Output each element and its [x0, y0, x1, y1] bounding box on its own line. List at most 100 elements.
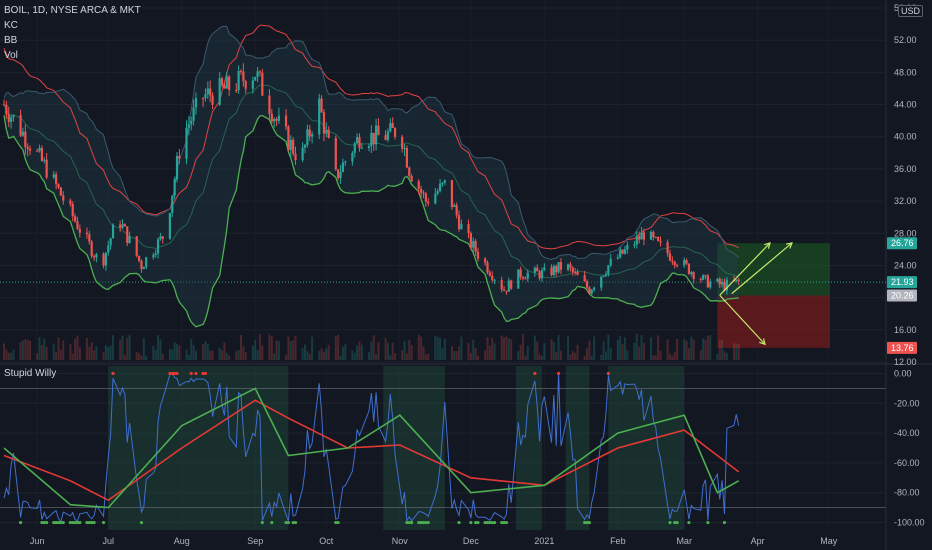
oversold-dot	[270, 520, 274, 525]
volume-bar	[356, 345, 359, 360]
candle-body	[500, 279, 503, 290]
candle-body	[609, 258, 612, 266]
volume-bar	[583, 355, 586, 360]
volume-bar	[240, 334, 242, 360]
currency-badge[interactable]: USD	[898, 5, 924, 17]
volume-bar	[517, 350, 520, 360]
volume-bar	[119, 339, 122, 360]
volume-bar	[633, 342, 636, 360]
candle-body	[270, 113, 273, 122]
symbol-title[interactable]: BOIL, 1D, NYSE ARCA & MKT	[4, 5, 141, 16]
candles[interactable]	[2, 63, 740, 295]
volume-bar	[737, 343, 740, 360]
volume-bar	[654, 355, 657, 360]
volume-bar	[303, 344, 306, 360]
arrow-up-2	[731, 242, 793, 295]
price-axis[interactable]: 56.0052.0048.0044.0040.0036.0032.0028.00…	[894, 3, 925, 528]
overbought-dot	[170, 371, 174, 376]
volume-bar	[277, 341, 280, 360]
candle-body	[71, 203, 74, 217]
candle-body	[327, 129, 330, 138]
volume-bar	[225, 352, 228, 360]
oversold-dot	[71, 520, 75, 525]
osc-tick-label: 0.00	[894, 368, 912, 378]
oversold-dot	[419, 520, 423, 525]
volume-bar	[484, 350, 487, 360]
oversold-dot	[90, 520, 94, 525]
candle-body	[228, 76, 231, 90]
candle-body	[690, 272, 693, 275]
oversold-dot	[101, 520, 106, 525]
oversold-dot	[673, 520, 677, 525]
volume-bar	[559, 350, 562, 360]
price-tick-label: 16.00	[894, 325, 917, 335]
candle-body	[126, 226, 129, 243]
oversold-dot	[18, 520, 23, 525]
oversold-dot	[85, 520, 89, 525]
candle-body	[69, 200, 72, 204]
candle-body	[161, 236, 164, 239]
candle-body	[588, 287, 591, 294]
candle-body	[638, 236, 641, 240]
volume-bar	[469, 352, 472, 360]
volume-bar	[403, 340, 406, 360]
candle-body	[384, 135, 387, 140]
volume-bar	[543, 343, 546, 360]
candle-body	[699, 279, 702, 281]
volume-bar	[154, 349, 157, 360]
candle-body	[510, 280, 513, 289]
volume-bar	[604, 351, 607, 360]
price-tick-label: 36.00	[894, 164, 917, 174]
oversold-dot	[75, 520, 80, 525]
volume-bar	[185, 349, 188, 360]
volume-bar	[550, 339, 553, 360]
candle-body	[268, 95, 271, 114]
candle-body	[557, 262, 560, 273]
candle-body	[735, 279, 738, 282]
volume-bar	[450, 345, 453, 360]
price-marker-badge	[887, 341, 917, 354]
candle-body	[311, 134, 314, 137]
candle-body	[92, 256, 96, 258]
osc-tick-label: -60.00	[894, 458, 920, 468]
time-tick-label: Dec	[463, 536, 480, 546]
legend-bb[interactable]: BB	[4, 35, 18, 46]
candle-body	[339, 172, 342, 179]
price-tick-label: 24.00	[894, 260, 917, 270]
volume-bar	[709, 334, 712, 360]
candle-body	[457, 215, 461, 230]
volume-bar	[405, 353, 408, 360]
candle-body	[401, 136, 404, 149]
volume-bar	[339, 355, 342, 360]
volume-bar	[721, 339, 724, 360]
volume-bar	[616, 340, 619, 360]
volume-bar	[192, 345, 195, 360]
volume-bar	[107, 346, 110, 360]
volume-bar	[237, 350, 240, 360]
legend-kc[interactable]: KC	[4, 20, 18, 31]
candle-body	[10, 117, 13, 122]
volume-bar	[443, 338, 446, 360]
legend-vol[interactable]: Vol	[4, 50, 18, 61]
time-tick-label: Mar	[676, 536, 692, 546]
time-axis[interactable]: Jun Jul Aug Sep Oct Nov Dec 2021 Feb Mar Apr May	[30, 536, 838, 546]
oversold-dot	[492, 520, 497, 525]
volume-bar	[209, 350, 212, 360]
candle-body	[85, 232, 89, 235]
volume-bar	[294, 335, 297, 360]
volume-bar	[652, 355, 655, 360]
volume-bar	[401, 350, 404, 360]
indicator-title[interactable]: Stupid Willy	[4, 368, 57, 379]
candle-body	[59, 187, 62, 196]
volume-bar	[62, 340, 65, 360]
candle-body	[555, 266, 558, 273]
price-markers: 26.76 21.93 20.26 13.76	[887, 237, 917, 354]
candle-body	[391, 123, 394, 128]
oversold-dot	[336, 520, 340, 525]
price-tick-label: 32.00	[894, 196, 917, 206]
candle-body	[659, 240, 662, 243]
volume-bar	[619, 336, 622, 360]
candle-body	[21, 131, 25, 136]
oversold-dot	[585, 520, 589, 525]
